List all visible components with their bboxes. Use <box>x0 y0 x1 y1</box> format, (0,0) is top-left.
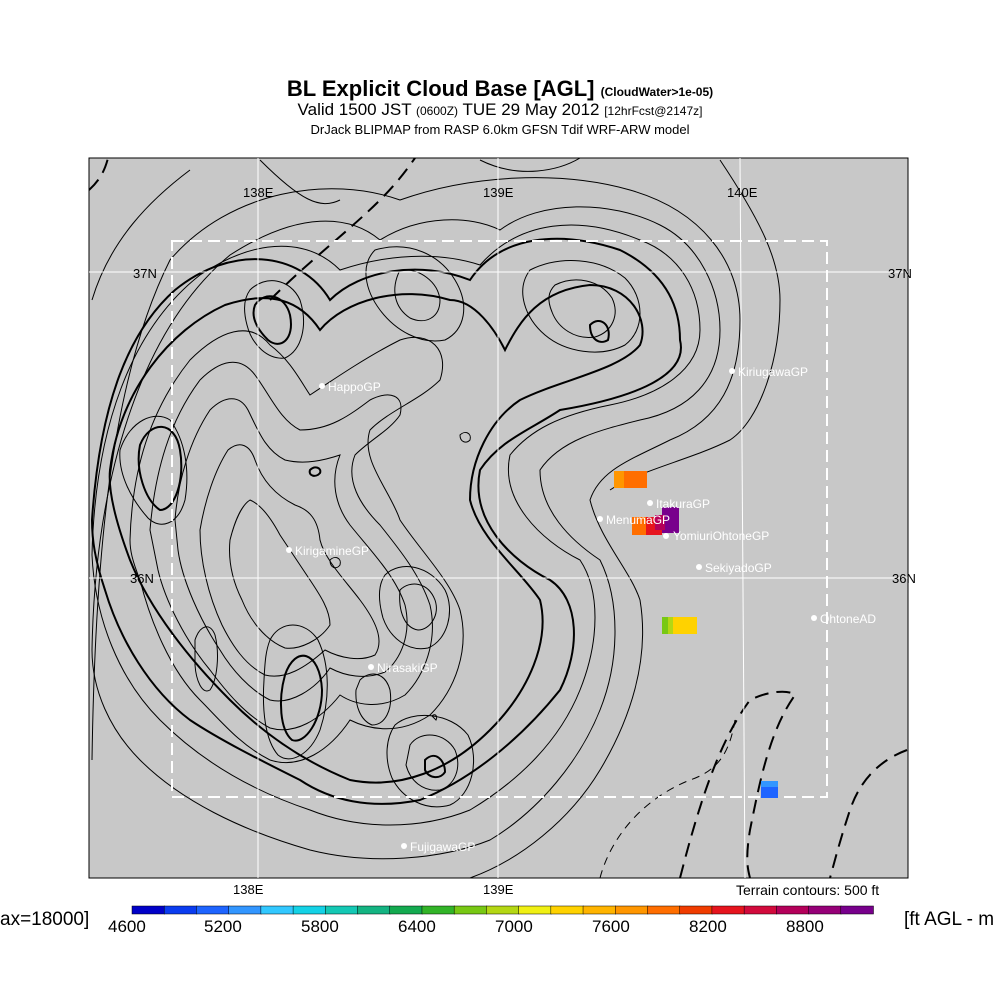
colorbar-tick-label: 4600 <box>108 917 146 936</box>
colorbar-swatch <box>518 905 552 915</box>
colorbar-tick-label: 5800 <box>301 917 339 936</box>
colorbar-swatch <box>292 905 327 915</box>
terrain-contour-note: Terrain contours: 500 ft <box>736 882 880 898</box>
map-title: BL Explicit Cloud Base [AGL] (CloudWater… <box>0 76 1000 102</box>
site-kiriugawa[interactable]: KiriugawaGP <box>729 365 808 379</box>
colorbar-swatch <box>840 905 874 915</box>
colorbar-swatch <box>582 905 617 915</box>
title-main: BL Explicit Cloud Base [AGL] <box>286 76 595 101</box>
forecast-note: [12hrFcst@2147z] <box>604 104 703 118</box>
site-label: OhtoneAD <box>820 612 876 626</box>
colorbar-swatch <box>228 905 262 915</box>
colorbar-swatch <box>196 905 230 915</box>
colorbar-swatch <box>260 905 294 915</box>
site-label: ItakuraGP <box>656 497 710 511</box>
site-happo[interactable]: HappoGP <box>319 380 381 394</box>
site-ohtone-ad[interactable]: OhtoneAD <box>811 612 876 626</box>
colorbar-swatch <box>647 905 681 915</box>
colorbar-swatch <box>453 905 488 915</box>
colorbar-swatch <box>679 905 713 915</box>
lat-label-left-2: 36N <box>130 571 154 586</box>
lon-label-top-3: 140E <box>727 185 758 200</box>
colorbar-swatch <box>550 905 584 915</box>
site-label: HappoGP <box>328 380 381 394</box>
lon-label-bottom-1: 138E <box>233 882 264 897</box>
site-menuma[interactable]: MenumaGP <box>597 513 670 527</box>
valid-prefix: Valid 1500 JST <box>297 100 412 119</box>
colorbar-ticks: 4600 5200 5800 6400 7000 7600 8200 8800 <box>108 917 824 936</box>
title-note: (CloudWater>1e-05) <box>600 85 714 99</box>
site-label: FujigawaGP <box>410 840 475 854</box>
colorbar-tick-label: 7600 <box>592 917 630 936</box>
colorbar-tick-label: 7000 <box>495 917 533 936</box>
colorbar-swatch <box>808 905 842 915</box>
inner-domain-box <box>171 240 828 798</box>
colorbar-swatch <box>131 905 165 915</box>
cloud-base-cells <box>614 471 778 798</box>
lon-label-bottom-2: 139E <box>483 882 514 897</box>
source-line: DrJack BLIPMAP from RASP 6.0km GFSN Tdif… <box>310 122 690 137</box>
colorbar-swatch <box>389 905 423 915</box>
colorbar-swatch <box>357 905 391 915</box>
colorbar <box>131 905 874 915</box>
colorbar-swatch <box>776 905 810 915</box>
colorbar-left-text: ax=18000] <box>0 909 90 930</box>
colorbar-swatch <box>421 905 455 915</box>
graticule <box>89 158 908 878</box>
site-yomiuri-ohtone[interactable]: YomiuriOhtoneGP <box>663 529 769 543</box>
site-label: SekiyadoGP <box>705 561 772 575</box>
lat-label-left-1: 37N <box>133 266 157 281</box>
site-nirasaki[interactable]: NirasakiGP <box>368 661 438 675</box>
valid-date: TUE 29 May 2012 <box>462 100 600 119</box>
colorbar-swatch <box>711 905 745 915</box>
colorbar-tick-label: 5200 <box>204 917 242 936</box>
colorbar-swatch <box>325 905 359 915</box>
lat-label-right-2: 36N <box>892 571 916 586</box>
site-kirigamine[interactable]: KirigamineGP <box>286 544 369 558</box>
colorbar-tick-label: 8200 <box>689 917 727 936</box>
lon-label-top-2: 139E <box>483 185 514 200</box>
site-sekiyado[interactable]: SekiyadoGP <box>696 561 772 575</box>
site-label: NirasakiGP <box>377 661 438 675</box>
site-label: KiriugawaGP <box>738 365 808 379</box>
colorbar-swatch <box>163 905 198 915</box>
colorbar-tick-label: 6400 <box>398 917 436 936</box>
site-fujigawa[interactable]: FujigawaGP <box>401 840 475 854</box>
site-markers: HappoGP KirigamineGP NirasakiGP Fujigawa… <box>286 365 876 854</box>
site-label: MenumaGP <box>606 513 670 527</box>
colorbar-tick-label: 8800 <box>786 917 824 936</box>
colorbar-swatch <box>486 905 520 915</box>
colorbar-right-text: [ft AGL - m <box>904 909 995 930</box>
valid-time-line: Valid 1500 JST (0600Z) TUE 29 May 2012 [… <box>0 100 1000 120</box>
site-itakura[interactable]: ItakuraGP <box>647 497 710 511</box>
terrain-contours <box>89 158 908 878</box>
site-label: KirigamineGP <box>295 544 369 558</box>
colorbar-swatch <box>743 905 778 915</box>
lon-label-top-1: 138E <box>243 185 274 200</box>
colorbar-swatch <box>615 905 649 915</box>
site-label: YomiuriOhtoneGP <box>673 529 769 543</box>
lat-label-right-1: 37N <box>888 266 912 281</box>
valid-zulu: (0600Z) <box>416 104 459 118</box>
